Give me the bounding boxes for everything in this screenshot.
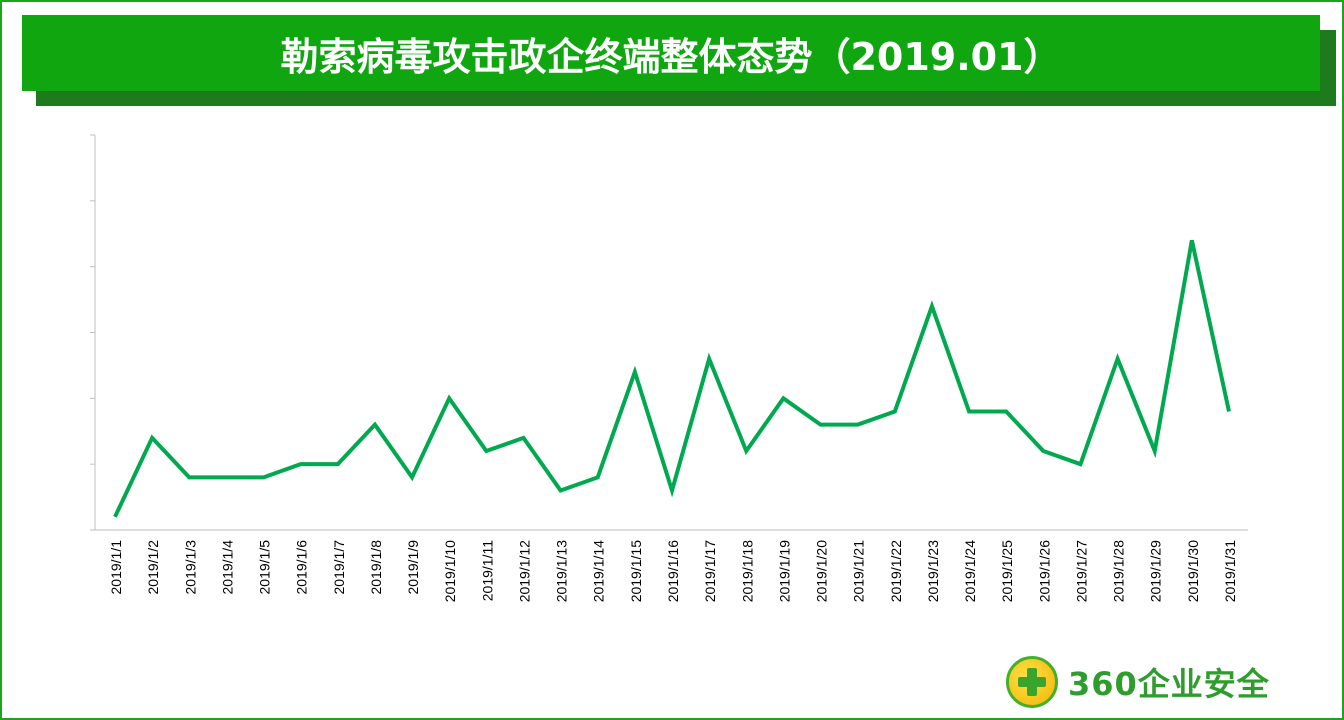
logo-360: 360企业安全 — [1006, 656, 1270, 708]
x-tick-label: 2019/1/2 — [145, 540, 161, 595]
x-tick-label: 2019/1/3 — [182, 540, 198, 595]
x-tick-label: 2019/1/7 — [331, 540, 347, 595]
logo-plus-icon — [1006, 656, 1058, 708]
x-tick-label: 2019/1/1 — [108, 540, 124, 595]
x-tick-label: 2019/1/18 — [739, 540, 755, 602]
x-tick-label: 2019/1/14 — [591, 540, 607, 602]
x-tick-label: 2019/1/30 — [1185, 540, 1201, 602]
x-tick-label: 2019/1/26 — [1036, 540, 1052, 602]
x-tick-label: 2019/1/17 — [702, 540, 718, 602]
x-tick-label: 2019/1/6 — [294, 540, 310, 595]
x-tick-label: 2019/1/29 — [1148, 540, 1164, 602]
x-tick-label: 2019/1/4 — [219, 540, 235, 595]
chart-title: 勒索病毒攻击政企终端整体态势（2019.01） — [280, 34, 1062, 79]
x-tick-label: 2019/1/24 — [962, 540, 978, 602]
x-tick-label: 2019/1/27 — [1073, 540, 1089, 602]
x-tick-label: 2019/1/23 — [925, 540, 941, 602]
x-tick-label: 2019/1/31 — [1222, 540, 1238, 602]
x-tick-label: 2019/1/8 — [368, 540, 384, 595]
x-tick-label: 2019/1/20 — [814, 540, 830, 602]
x-tick-label: 2019/1/5 — [257, 540, 273, 595]
title-banner: 勒索病毒攻击政企终端整体态势（2019.01） — [22, 15, 1320, 91]
x-tick-label: 2019/1/12 — [516, 540, 532, 602]
x-tick-label: 2019/1/9 — [405, 540, 421, 595]
x-tick-label: 2019/1/28 — [1111, 540, 1127, 602]
x-tick-label: 2019/1/16 — [665, 540, 681, 602]
x-tick-label: 2019/1/15 — [628, 540, 644, 602]
x-tick-label: 2019/1/11 — [479, 540, 495, 601]
logo-text: 360企业安全 — [1068, 665, 1270, 703]
x-tick-label: 2019/1/21 — [851, 540, 867, 602]
x-tick-label: 2019/1/19 — [776, 540, 792, 602]
x-tick-label: 2019/1/22 — [888, 540, 904, 602]
series-line — [113, 239, 1231, 518]
x-tick-label: 2019/1/13 — [554, 540, 570, 602]
x-tick-label: 2019/1/25 — [999, 540, 1015, 602]
x-tick-label: 2019/1/10 — [442, 540, 458, 602]
